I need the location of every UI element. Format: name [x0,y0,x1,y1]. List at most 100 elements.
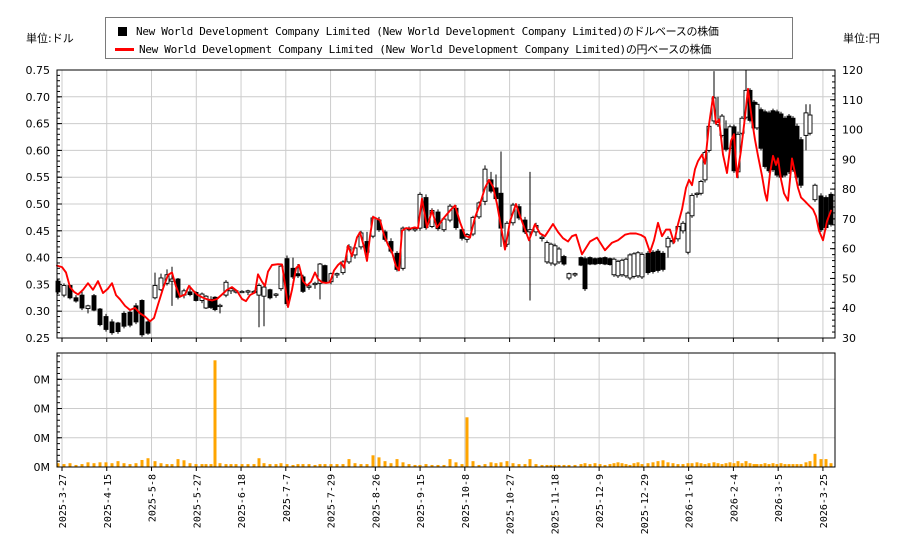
volume-bar [110,463,114,467]
volume-bar [567,464,571,467]
volume-bar [661,460,665,467]
candle-up [552,245,558,265]
volume-bar [579,464,583,467]
volume-bar [681,464,685,467]
volume-plot-frame [56,352,836,468]
plot-content [55,70,834,467]
candle-up [803,112,809,136]
volume-bar [407,464,411,467]
volume-bar [353,463,357,467]
volume-bar [779,463,783,467]
volume-bar [134,463,138,467]
volume-bar [104,462,108,467]
volume-bar [720,464,724,467]
yen-tick-label: 30 [842,332,856,345]
legend-label-usd: New World Development Company Limited (N… [136,25,719,38]
candle-down [818,195,824,231]
volume-bar [813,453,817,467]
candle-down [295,273,301,277]
volume-bar [483,464,487,467]
left-axis-unit-label: 単位:ドル [26,32,74,45]
volume-bar [165,464,169,467]
volume-bar [620,463,624,467]
volume-bar [229,464,233,467]
candle-down [97,308,103,326]
volume-bar [732,463,736,467]
candle-down [127,311,133,326]
volume-bar [318,464,322,467]
volume-bar [676,464,680,467]
candle-up [412,228,418,231]
candle-down [145,321,151,334]
candle-down [267,289,273,299]
legend-item-yen: New World Development Company Limited (N… [115,40,792,58]
candle-up [539,236,545,239]
volume-bar [176,459,180,467]
volume-bar [341,464,345,467]
volume-bar [268,464,272,467]
volume-bar [505,461,509,467]
volume-bar [122,463,126,467]
candle-up [273,293,279,296]
volume-bar [194,464,198,467]
candle-up [245,290,251,293]
volume-bar [401,462,405,467]
price-tick-label: 0.25 [26,332,51,345]
volume-bar [616,462,620,467]
candle-up [623,258,629,277]
date-tick-label: 2025-12-9 [595,474,606,528]
candle-down [322,265,328,283]
volume-bar [204,464,208,467]
yen-tick-label: 80 [842,183,856,196]
volume-bar [646,463,650,467]
axis-labels: 0.75 0.70 0.65 0.60 0.55 0.50 0.45 0.40 0.35 0.30… [26,64,864,534]
volume-bar [744,461,748,467]
candle-up [556,248,562,263]
volume-bar [712,462,716,467]
candle-down [582,258,588,290]
volume-bar [651,462,655,467]
volume-bar [377,457,381,467]
axes-frame [56,69,836,471]
volume-bar [159,463,163,467]
date-tick-label: 2026-3-25 [819,474,830,528]
candle-down [592,258,598,265]
volume-bar [460,464,464,467]
volume-bar [92,463,96,467]
candle-down [121,312,127,327]
candle-up [619,259,625,276]
volume-tick-label: 0M [34,461,51,474]
volume-bar [545,464,549,467]
yen-tick-label: 110 [842,94,863,107]
candle-up [158,277,164,291]
candle-down [597,257,603,264]
volume-bar [170,464,174,467]
candle-up [256,285,262,296]
candle-down [607,258,613,266]
volume-bar [296,464,300,467]
volume-bar [534,464,538,467]
volume-bar [359,464,363,467]
volume-bar [234,464,238,467]
volume-bar [418,464,422,467]
yen-tick-label: 120 [842,64,863,77]
volume-bar [285,464,289,467]
volume-bar [246,464,250,467]
volume-bar [307,464,311,467]
volume-bar [695,462,699,467]
candle-down [139,300,145,336]
date-tick-label: 2025-3-27 [58,474,69,528]
candle-down [133,305,139,323]
volume-bar [808,461,812,467]
volume-bar [699,463,703,467]
volume-bar [707,463,711,467]
volume-bar [182,460,186,467]
price-tick-label: 0.50 [26,198,51,211]
candle-up [631,253,637,277]
candle-up [627,254,633,279]
candle-down [766,112,772,172]
volume-bar [804,462,808,467]
volume-bar [74,464,78,467]
candle-down [645,252,651,274]
volume-bar [636,462,640,467]
